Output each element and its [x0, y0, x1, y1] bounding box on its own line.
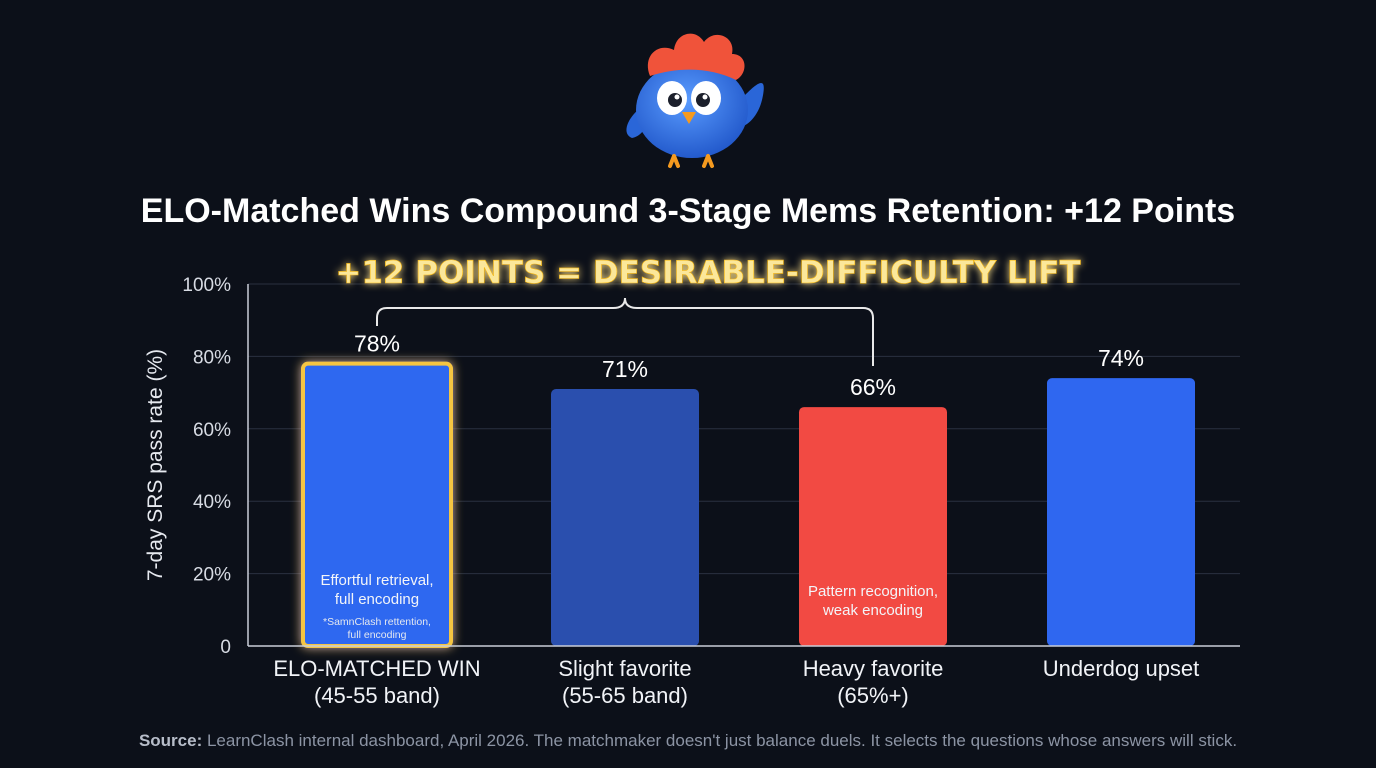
x-tick-label: (55-65 band) — [562, 683, 688, 708]
source-text: LearnClash internal dashboard, April 202… — [202, 731, 1238, 750]
bar — [551, 388, 699, 646]
chart-title: ELO-Matched Wins Compound 3-Stage Mems R… — [141, 192, 1235, 230]
x-tick-label: Heavy favorite — [803, 656, 944, 681]
y-tick-label: 40% — [193, 492, 231, 513]
bar-annotation-line: full encoding — [335, 591, 419, 608]
bar-annotation-line: weak encoding — [822, 602, 923, 619]
y-tick-label: 60% — [193, 420, 231, 441]
blue-bird-mascot-icon — [626, 33, 764, 168]
x-tick-label: (45-55 band) — [314, 683, 440, 708]
bars — [301, 361, 1195, 648]
y-tick-label: 100% — [182, 275, 231, 296]
x-tick-label: Underdog upset — [1043, 656, 1200, 681]
bar-annotation-line: Pattern recognition, — [808, 583, 938, 600]
bar-annotation-line: Effortful retrieval, — [320, 572, 433, 589]
callout-label: +12 POINTS = DESIRABLE-DIFFICULTY LIFT — [335, 255, 1080, 291]
value-label: 71% — [602, 356, 648, 382]
source-note: Source: LearnClash internal dashboard, A… — [0, 731, 1376, 751]
bar-annotations: Effortful retrieval,full encoding*SamnCl… — [320, 572, 938, 641]
y-tick-label: 0 — [220, 637, 231, 658]
x-tick-label: Slight favorite — [558, 656, 691, 681]
value-labels: 78% 71% 66% 74% — [354, 331, 1144, 400]
value-label: 74% — [1098, 345, 1144, 371]
difference-bracket — [376, 297, 874, 366]
y-tick-label: 20% — [193, 565, 231, 586]
bar — [799, 407, 947, 646]
bar-annotation-note: full encoding — [348, 629, 407, 641]
y-axis-label: 7-day SRS pass rate (%) — [144, 349, 167, 581]
source-label: Source: — [138, 731, 203, 750]
x-tick-label: (65%+) — [837, 683, 909, 708]
y-axis-ticks: 0 20% 40% 60% 80% 100% — [182, 275, 231, 658]
bar — [1047, 378, 1195, 646]
value-label: 66% — [850, 374, 896, 400]
y-tick-label: 80% — [193, 347, 231, 368]
x-tick-label: ELO-MATCHED WIN — [273, 656, 480, 681]
x-axis-ticks: ELO-MATCHED WIN(45-55 band) Slight favori… — [273, 656, 1199, 708]
value-label: 78% — [354, 331, 400, 357]
bar-annotation-note: *SamnClash rettention, — [323, 616, 431, 628]
